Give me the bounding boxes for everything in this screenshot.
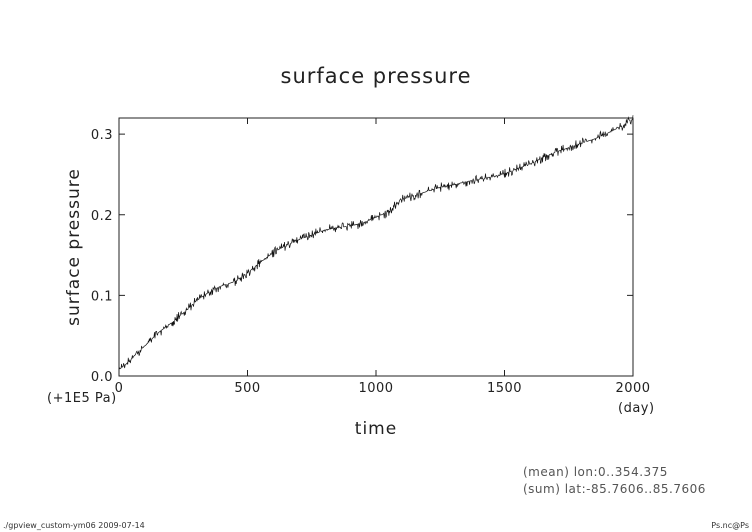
series-layer [118,115,634,370]
series-line [118,115,634,370]
y-axis: 0.0 0.1 0.2 0.3 [91,128,633,385]
y-axis-label: surface pressure [64,168,84,326]
x-tick-label: 2000 [615,381,650,396]
chart-title: surface pressure [281,64,472,88]
x-tick-label: 500 [234,381,260,396]
y-tick-label: 0.1 [91,289,113,304]
x-tick-label: 1500 [487,381,522,396]
y-tick-label: 0.2 [91,209,113,224]
x-tick-label: 0 [115,381,124,396]
y-tick-label: 0.3 [91,128,113,143]
sum-note: (sum) lat:-85.7606..85.7606 [523,482,706,496]
mean-note: (mean) lon:0..354.375 [523,465,668,479]
footer-left: ./gpview_custom-ym06 2009-07-14 [3,521,145,530]
y-tick-label: 0.0 [91,370,113,385]
plot-frame [118,117,634,377]
x-tick-label: 1000 [358,381,393,396]
x-axis: 0 500 1000 1500 2000 [115,118,650,396]
x-unit-label: (day) [618,401,655,416]
footer-right: Ps.nc@Ps [711,521,749,530]
x-axis-label: time [355,419,397,439]
y-unit-label: (+1E5 Pa) [47,391,117,406]
